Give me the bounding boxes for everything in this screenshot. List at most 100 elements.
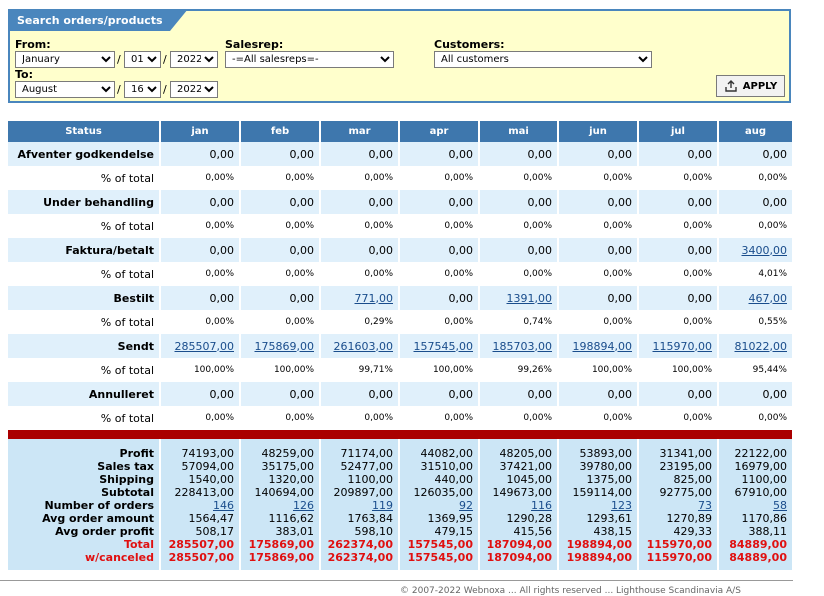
from-year-select[interactable]: 2022 [170,51,218,68]
to-year-select[interactable]: 2022 [170,81,218,98]
orders-count-link[interactable]: 146 [213,499,234,512]
value-link[interactable]: 467,00 [748,291,788,305]
totals-cell: 438,15 [558,525,639,538]
totals-cell: 92 [399,499,480,512]
value-cell: 0,00 [638,286,719,310]
totals-label: Total [8,538,161,551]
status-label: Bestilt [8,286,161,310]
totals-label: Subtotal [8,486,161,499]
totals-cell: 1320,00 [240,473,321,486]
value-link[interactable]: 261603,00 [333,339,394,353]
percent-cell: 0,00% [160,262,241,286]
value-cell: 0,00 [399,382,480,406]
totals-cell: 440,00 [399,473,480,486]
status-label: Afventer godkendelse [8,142,161,166]
search-panel-title: Search orders/products [17,14,163,27]
value-link[interactable]: 285507,00 [174,339,235,353]
status-label: Faktura/betalt [8,238,161,262]
value-cell: 0,00 [399,142,480,166]
footer-divider [0,580,793,581]
percent-cell: 0,00% [479,166,559,190]
percent-label: % of total [8,358,161,382]
salesrep-select[interactable]: -=All salesreps=- [225,51,394,68]
apply-button[interactable]: APPLY [716,75,785,97]
totals-row: Sales tax 57094,00 35175,00 52477,00 31510,0… [8,460,792,473]
percent-cell: 4,01% [718,262,792,286]
totals-cell: 31510,00 [399,460,480,473]
totals-cell: 23195,00 [638,460,719,473]
percent-cell: 0,00% [399,166,480,190]
value-link[interactable]: 771,00 [354,291,394,305]
value-link[interactable]: 3400,00 [741,243,788,257]
orders-count-link[interactable]: 92 [459,499,473,512]
percent-cell: 0,00% [240,262,321,286]
totals-cell: 48259,00 [240,439,321,460]
value-link[interactable]: 185703,00 [492,339,553,353]
value-link[interactable]: 115970,00 [652,339,713,353]
column-header-aug: aug [718,121,792,142]
value-cell: 0,00 [638,382,719,406]
value-cell: 0,00 [479,142,559,166]
percent-cell: 100,00% [240,358,321,382]
value-link[interactable]: 175869,00 [254,339,315,353]
value-link[interactable]: 1391,00 [506,291,553,305]
totals-row: Total 285507,00 175869,00 262374,00 157545,0… [8,538,792,551]
percent-cell: 0,00% [638,262,719,286]
totals-cell: 1100,00 [718,473,792,486]
from-day-select[interactable]: 01 [124,51,161,68]
value-cell: 157545,00 [399,334,480,358]
to-day-select[interactable]: 16 [124,81,161,98]
date-separator: / [117,53,121,66]
value-link[interactable]: 198894,00 [572,339,633,353]
apply-label: APPLY [742,80,778,92]
totals-label: Sales tax [8,460,161,473]
value-cell: 0,00 [160,286,241,310]
value-link[interactable]: 157545,00 [413,339,474,353]
totals-cell: 262374,00 [320,551,400,570]
customers-select[interactable]: All customers [434,51,652,68]
totals-cell: 209897,00 [320,486,400,499]
totals-row: w/canceled 285507,00 175869,00 262374,00 157… [8,551,792,570]
value-cell: 285507,00 [160,334,241,358]
totals-cell: 175869,00 [240,551,321,570]
totals-cell: 157545,00 [399,538,480,551]
orders-count-link[interactable]: 116 [531,499,552,512]
totals-cell: 508,17 [160,525,241,538]
orders-count-link[interactable]: 73 [698,499,712,512]
totals-cell: 1540,00 [160,473,241,486]
totals-cell: 67910,00 [718,486,792,499]
percent-cell: 0,00% [399,406,480,430]
totals-cell: 388,11 [718,525,792,538]
totals-cell: 1170,86 [718,512,792,525]
column-header-status: Status [8,121,161,142]
percent-cell: 100,00% [638,358,719,382]
value-cell: 0,00 [160,238,241,262]
percent-cell: 100,00% [399,358,480,382]
orders-count-link[interactable]: 58 [773,499,787,512]
date-separator: / [163,53,167,66]
value-cell: 115970,00 [638,334,719,358]
column-header-jan: jan [160,121,241,142]
to-month-select[interactable]: August [15,81,115,98]
orders-count-link[interactable]: 119 [372,499,393,512]
percent-row: % of total 0,00% 0,00% 0,00% 0,00% 0,00% 0,00%… [8,214,792,238]
percent-cell: 0,74% [479,310,559,334]
orders-count-link[interactable]: 123 [611,499,632,512]
totals-cell: 187094,00 [479,551,559,570]
table-row: Afventer godkendelse 0,00 0,00 0,00 0,00 0,00… [8,142,792,166]
totals-cell: 58 [718,499,792,512]
value-link[interactable]: 81022,00 [734,339,788,353]
totals-cell: 39780,00 [558,460,639,473]
orders-count-link[interactable]: 126 [293,499,314,512]
percent-cell: 0,00% [558,214,639,238]
to-label: To: [15,68,33,81]
percent-row: % of total 0,00% 0,00% 0,00% 0,00% 0,00% 0,00%… [8,262,792,286]
value-cell: 0,00 [638,238,719,262]
percent-cell: 0,00% [320,166,400,190]
table-row: Faktura/betalt 0,00 0,00 0,00 0,00 0,00 0,00 0,… [8,238,792,262]
percent-cell: 0,55% [718,310,792,334]
value-cell: 0,00 [320,382,400,406]
from-month-select[interactable]: January [15,51,115,68]
value-cell: 185703,00 [479,334,559,358]
value-cell: 175869,00 [240,334,321,358]
